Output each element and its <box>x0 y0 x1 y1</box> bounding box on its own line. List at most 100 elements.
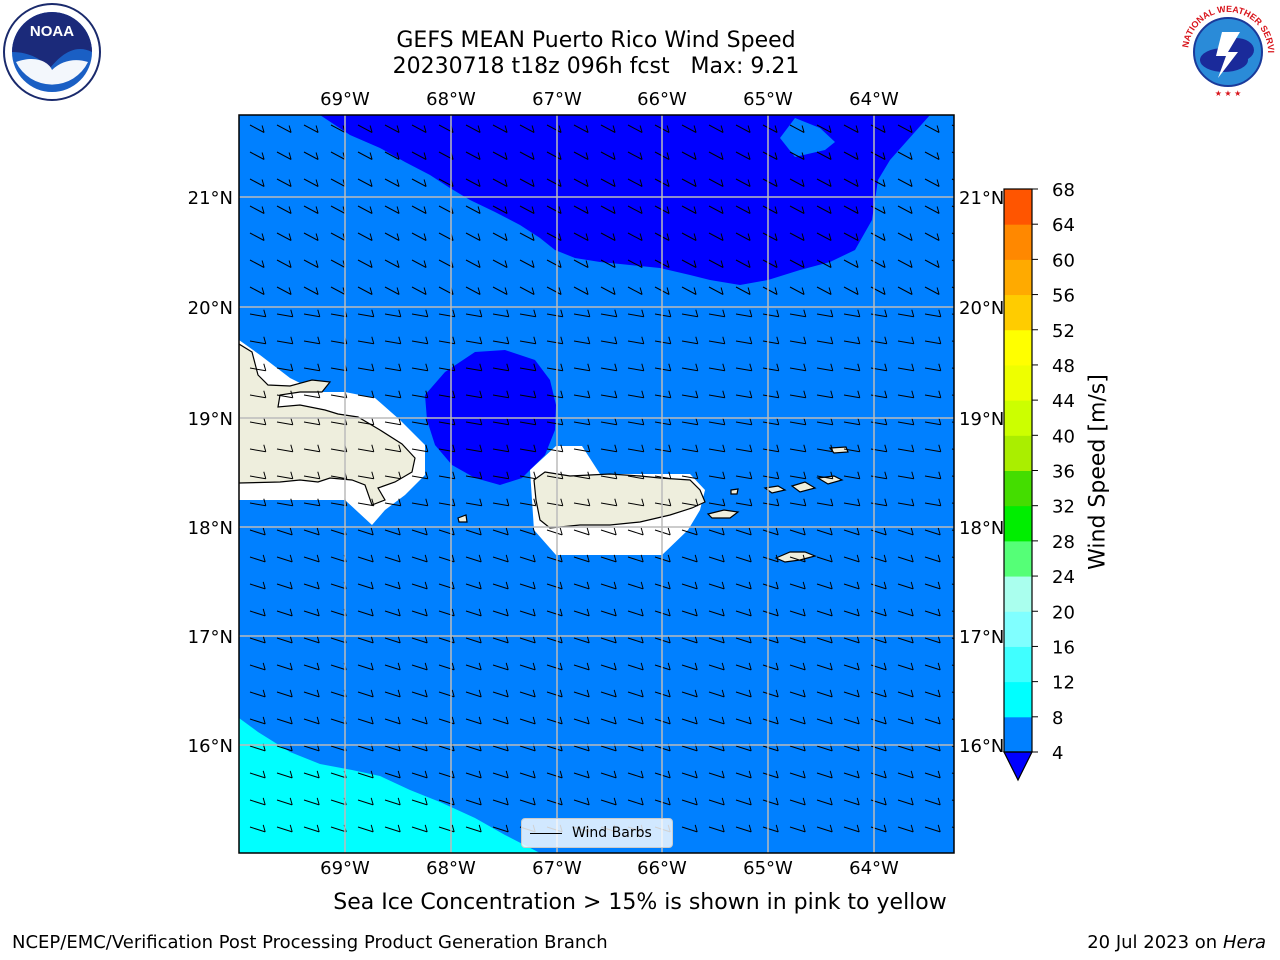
wind-barb <box>303 498 321 507</box>
wind-barb <box>492 554 509 563</box>
wind-barb <box>627 309 645 318</box>
wind-barb <box>735 824 752 833</box>
wind-barb <box>843 608 860 617</box>
wind-barb <box>492 608 509 617</box>
wind-barb <box>249 797 266 806</box>
wind-barb <box>303 635 320 644</box>
wind-barb <box>384 259 400 268</box>
wind-barb <box>276 498 294 507</box>
wind-barb <box>708 689 725 698</box>
wind-barb <box>789 178 805 187</box>
colorbar-segment <box>1004 470 1032 507</box>
wind-barb <box>600 363 618 372</box>
wind-barb <box>897 444 915 453</box>
wind-barb <box>546 232 562 241</box>
colorbar-tick-label: 36 <box>1052 462 1075 483</box>
wind-barb <box>357 554 374 563</box>
wind-barb <box>519 498 537 507</box>
wind-barb <box>924 662 941 671</box>
wind-field-below-4-north <box>320 115 930 285</box>
wind-barb <box>303 554 320 563</box>
wind-barb <box>519 124 535 133</box>
wind-barb <box>276 770 293 779</box>
lon-label-top: 67°W <box>532 89 582 110</box>
wind-barb <box>924 527 941 536</box>
wind-barb <box>816 205 832 214</box>
wind-barb <box>546 205 562 214</box>
wind-barb <box>924 689 941 698</box>
wind-barb <box>519 608 536 617</box>
colorbar <box>1003 188 1033 782</box>
lon-label-bottom: 68°W <box>426 858 476 879</box>
wind-barb <box>411 662 428 671</box>
wind-barb <box>303 363 321 372</box>
wind-barb <box>465 608 482 617</box>
wind-barb <box>249 689 266 698</box>
wind-barb <box>411 444 429 453</box>
wind-barb <box>681 608 698 617</box>
colorbar-tick-label: 8 <box>1052 708 1063 729</box>
wind-barb <box>681 770 698 779</box>
wind-barb <box>762 824 779 833</box>
wind-barb <box>627 390 645 399</box>
wind-barb <box>573 581 590 590</box>
wind-barb <box>492 417 510 426</box>
wind-barb <box>789 824 806 833</box>
wind-barb <box>762 205 778 214</box>
wind-barb <box>249 716 266 725</box>
wind-barb <box>681 178 697 187</box>
wind-barb <box>681 527 698 536</box>
wind-barb <box>735 286 751 295</box>
wind-barb <box>573 286 589 295</box>
wind-barb <box>735 124 751 133</box>
wind-barb <box>600 444 618 453</box>
wind-barb <box>789 797 806 806</box>
wind-barb <box>492 336 510 345</box>
colorbar-segment <box>1004 646 1032 683</box>
wind-barb <box>465 178 481 187</box>
wind-barb <box>411 471 429 480</box>
wind-barb <box>573 608 590 617</box>
wind-barb <box>735 581 752 590</box>
wind-barb <box>600 498 618 507</box>
wind-barb <box>735 635 752 644</box>
wind-barb <box>357 608 374 617</box>
lon-label-top: 65°W <box>743 89 793 110</box>
wind-barb <box>357 232 373 241</box>
wind-barb <box>519 205 535 214</box>
wind-barb <box>303 286 319 295</box>
wind-barb <box>789 471 807 480</box>
wind-barb <box>249 309 267 318</box>
wind-barb <box>762 635 779 644</box>
wind-barb <box>897 336 915 345</box>
wind-barb <box>249 205 265 214</box>
wind-barb <box>546 178 562 187</box>
wind-barb <box>573 390 591 399</box>
wind-barb <box>735 662 752 671</box>
lon-label-bottom: 66°W <box>637 858 687 879</box>
wind-barb <box>924 390 942 399</box>
wind-barb <box>438 471 456 480</box>
wind-barb <box>708 635 725 644</box>
wind-barb <box>735 797 752 806</box>
wind-barb <box>924 124 940 133</box>
wind-barb <box>843 363 861 372</box>
wind-barb <box>924 471 942 480</box>
wind-barb <box>897 581 914 590</box>
wind-barb <box>411 205 427 214</box>
wind-barb <box>276 635 293 644</box>
wind-barb <box>897 662 914 671</box>
wind-barb <box>411 554 428 563</box>
wind-barb <box>357 527 374 536</box>
wind-barb <box>249 336 267 345</box>
wind-barb <box>897 151 913 160</box>
wind-barb <box>816 286 832 295</box>
wind-barb <box>762 608 779 617</box>
wind-barb <box>276 581 293 590</box>
wind-barb <box>573 151 589 160</box>
wind-barb <box>789 662 806 671</box>
colorbar-extend-triangle <box>1003 751 1033 782</box>
wind-barb <box>384 151 400 160</box>
wind-barb <box>681 232 697 241</box>
wind-barb <box>627 581 644 590</box>
